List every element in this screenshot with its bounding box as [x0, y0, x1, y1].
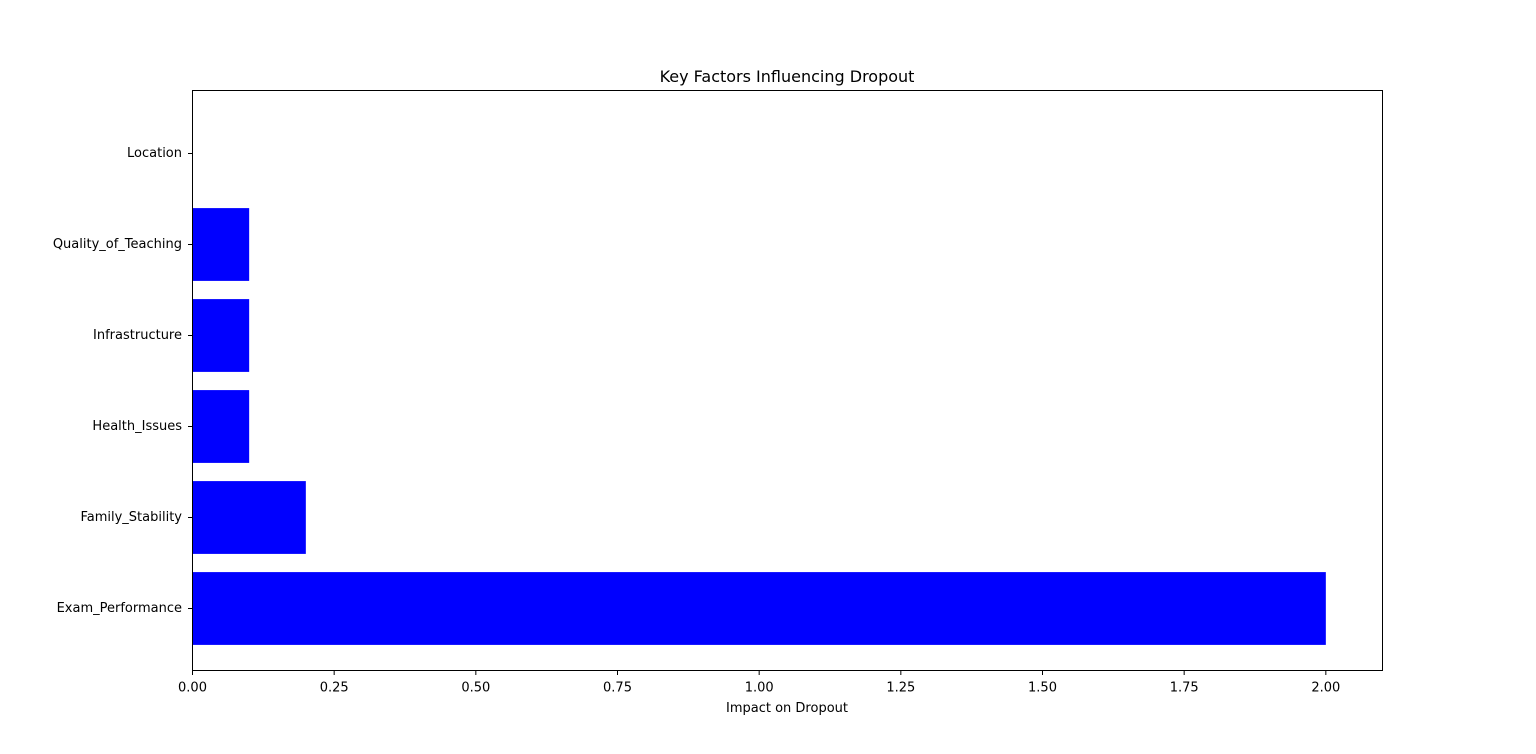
- x-axis-label: Impact on Dropout: [726, 701, 848, 716]
- bar-infrastructure: [192, 299, 250, 372]
- x-tick-label: 1.25: [886, 681, 915, 696]
- x-tick-label: 0.50: [461, 681, 490, 696]
- y-tick-label: Family_Stability: [80, 510, 182, 525]
- x-tick-label: 1.00: [745, 681, 774, 696]
- plot-frame: [192, 90, 1383, 671]
- bar-health-issues: [192, 390, 250, 463]
- y-tick-label: Health_Issues: [92, 419, 182, 434]
- y-tick-labels: Exam_Performance Family_Stability Health_I…: [53, 146, 193, 616]
- bar-quality-of-teaching: [192, 208, 250, 281]
- x-tick-label: 0.25: [320, 681, 349, 696]
- bars-group: [192, 208, 1326, 645]
- x-tick-label: 0.75: [603, 681, 632, 696]
- y-tick-label: Exam_Performance: [57, 601, 182, 616]
- y-tick-label: Infrastructure: [93, 328, 182, 343]
- x-tick-label: 1.50: [1028, 681, 1057, 696]
- bar-family-stability: [192, 481, 306, 554]
- x-ticks: 0.00 0.25 0.50 0.75 1.00 1.25 1.50 1.75 2.00: [178, 670, 1340, 696]
- bar-exam-performance: [192, 572, 1326, 645]
- y-tick-label: Location: [127, 146, 182, 161]
- chart-title: Key Factors Influencing Dropout: [660, 67, 915, 86]
- x-tick-label: 0.00: [178, 681, 207, 696]
- x-tick-label: 2.00: [1311, 681, 1340, 696]
- x-tick-label: 1.75: [1170, 681, 1199, 696]
- y-tick-label: Quality_of_Teaching: [53, 237, 182, 252]
